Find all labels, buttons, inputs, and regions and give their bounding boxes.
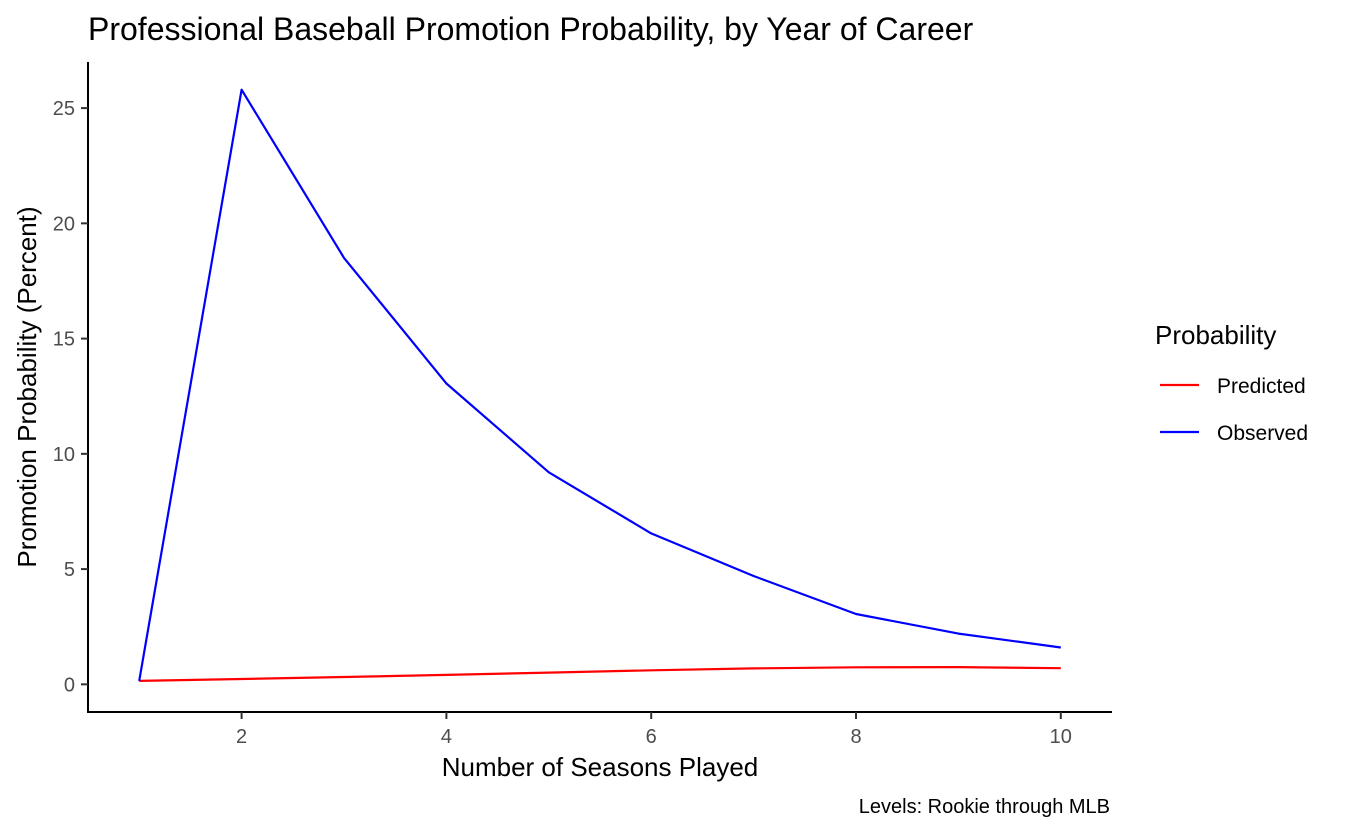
x-tick-label: 10 (1050, 726, 1072, 748)
plot-area (138, 88, 1061, 682)
y-tick-label: 5 (64, 559, 75, 581)
chart-title: Professional Baseball Promotion Probabil… (88, 11, 974, 47)
y-tick-label: 0 (64, 674, 75, 696)
y-axis-ticks: 0 5 10 15 20 25 (53, 98, 88, 696)
y-tick-label: 10 (53, 444, 75, 466)
x-tick-label: 6 (646, 726, 657, 748)
legend-entries: Predicted Observed (1160, 375, 1308, 445)
chart-caption: Levels: Rookie through MLB (859, 796, 1110, 818)
x-tick-label: 4 (441, 726, 452, 748)
y-tick-label: 15 (53, 329, 75, 351)
x-axis-title: Number of Seasons Played (442, 752, 759, 782)
x-tick-label: 8 (850, 726, 861, 748)
y-axis-title: Promotion Probability (Percent) (12, 206, 42, 567)
legend: Probability Predicted Observed (1155, 320, 1308, 445)
series-line-observed (138, 88, 1061, 682)
series-line-predicted (139, 665, 1061, 682)
y-tick-label: 20 (53, 213, 75, 235)
y-tick-label: 25 (53, 98, 75, 120)
legend-title: Probability (1155, 320, 1276, 350)
legend-label-observed: Observed (1217, 422, 1308, 445)
x-tick-label: 2 (236, 726, 247, 748)
x-axis-ticks: 2 4 6 8 10 (236, 712, 1072, 748)
legend-label-predicted: Predicted (1217, 375, 1306, 398)
